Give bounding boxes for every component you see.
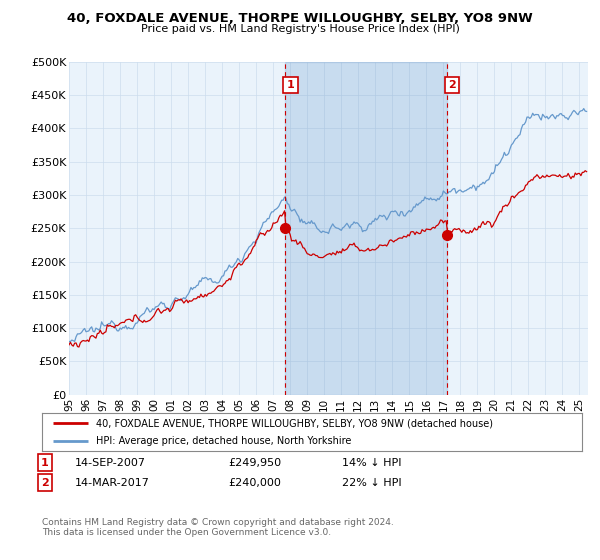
Text: 40, FOXDALE AVENUE, THORPE WILLOUGHBY, SELBY, YO8 9NW (detached house): 40, FOXDALE AVENUE, THORPE WILLOUGHBY, S… — [96, 418, 493, 428]
Text: 14-MAR-2017: 14-MAR-2017 — [75, 478, 150, 488]
Text: HPI: Average price, detached house, North Yorkshire: HPI: Average price, detached house, Nort… — [96, 436, 352, 446]
Text: 14-SEP-2007: 14-SEP-2007 — [75, 458, 146, 468]
Text: 2: 2 — [41, 478, 49, 488]
Text: Price paid vs. HM Land Registry's House Price Index (HPI): Price paid vs. HM Land Registry's House … — [140, 24, 460, 34]
Text: 1: 1 — [41, 458, 49, 468]
Text: 2: 2 — [448, 80, 456, 90]
Text: Contains HM Land Registry data © Crown copyright and database right 2024.
This d: Contains HM Land Registry data © Crown c… — [42, 518, 394, 538]
Text: £249,950: £249,950 — [228, 458, 281, 468]
Text: 1: 1 — [287, 80, 294, 90]
Text: 22% ↓ HPI: 22% ↓ HPI — [342, 478, 401, 488]
Text: £240,000: £240,000 — [228, 478, 281, 488]
Bar — [285, 62, 447, 395]
Text: 14% ↓ HPI: 14% ↓ HPI — [342, 458, 401, 468]
Text: 40, FOXDALE AVENUE, THORPE WILLOUGHBY, SELBY, YO8 9NW: 40, FOXDALE AVENUE, THORPE WILLOUGHBY, S… — [67, 12, 533, 25]
